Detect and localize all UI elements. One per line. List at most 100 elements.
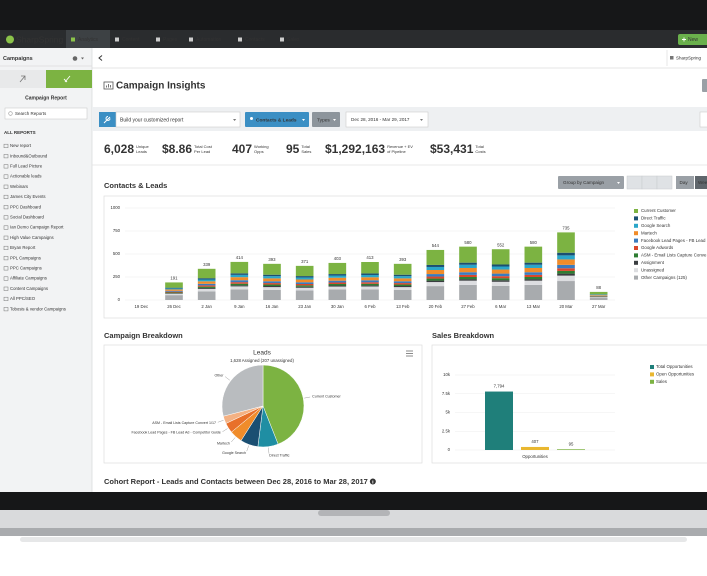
- top-bar: [92, 48, 707, 68]
- legend-label[interactable]: Total Opportunities: [656, 364, 693, 369]
- bar-segment: [524, 274, 543, 277]
- options-button: [699, 111, 707, 128]
- bar-segment: [393, 286, 412, 288]
- search-icon: [8, 111, 13, 116]
- report-link[interactable]: Affiliate Campaigns: [10, 276, 47, 281]
- report-link[interactable]: Inbound&Outbound: [10, 153, 48, 158]
- menu-icon[interactable]: [406, 350, 413, 357]
- bar-segment: [491, 264, 510, 267]
- bar-segment: [393, 287, 412, 290]
- gear-icon[interactable]: [72, 56, 78, 61]
- day-button[interactable]: [676, 176, 694, 189]
- leader-line: [224, 376, 230, 381]
- report-icon: [3, 154, 9, 159]
- legend-label[interactable]: Martech: [641, 230, 657, 235]
- list-heading: ALL REPORTS: [4, 130, 36, 135]
- bar-segment: [295, 277, 314, 280]
- nav-tab[interactable]: Sales: [287, 37, 300, 43]
- leader-line: [304, 396, 311, 399]
- bar: [521, 446, 549, 450]
- report-link[interactable]: PPC Dashboard: [10, 204, 42, 209]
- report-link[interactable]: Actionable leads: [10, 174, 42, 179]
- bar-segment: [230, 274, 249, 278]
- sidebar: [0, 48, 92, 492]
- back-chevron[interactable]: [98, 55, 103, 61]
- legend-label[interactable]: Other Campaigns (125): [641, 275, 687, 280]
- new-button[interactable]: [678, 34, 707, 45]
- page-title: Campaign Insights: [116, 81, 206, 92]
- bar-segment: [524, 272, 543, 275]
- nav-tab[interactable]: Analytics: [78, 37, 99, 43]
- bar-segment: [426, 270, 445, 275]
- bar-segment: [426, 286, 445, 300]
- legend-label[interactable]: Current Customer: [641, 208, 676, 213]
- bar-segment: [524, 264, 543, 268]
- bar-segment: [557, 273, 575, 276]
- legend-label[interactable]: Assignment: [641, 260, 665, 265]
- date-range[interactable]: [345, 111, 429, 128]
- types-button[interactable]: [312, 112, 340, 127]
- bar-segment: [230, 285, 249, 287]
- report-link[interactable]: Tobosis & vendor Campaigns: [10, 306, 66, 311]
- slice-label: Facebook Lead Pages - FB Lead Ad - Compe…: [131, 431, 220, 435]
- legend-label[interactable]: Google Adwords: [641, 245, 674, 250]
- bar-segment: [165, 282, 183, 288]
- chart-type-button[interactable]: [626, 175, 643, 190]
- legend-label[interactable]: Open Opportunities: [656, 372, 695, 377]
- report-input[interactable]: [115, 111, 241, 128]
- search-box[interactable]: [4, 107, 88, 120]
- report-link[interactable]: Ian Demo Campaign Report: [10, 225, 64, 230]
- week-button[interactable]: [695, 176, 707, 189]
- y-tick-label: 500: [113, 251, 121, 256]
- bar-segment: [263, 278, 281, 282]
- bar-segment: [328, 280, 347, 283]
- report-link[interactable]: Content Campaigns: [10, 286, 48, 291]
- kpi-label: Revenue + EV: [387, 144, 413, 149]
- chart-type-button[interactable]: [656, 175, 673, 190]
- total-label: 191: [170, 276, 178, 281]
- title-button: [702, 79, 707, 92]
- bar-segment: [197, 288, 216, 292]
- chart-type-button[interactable]: [641, 175, 658, 190]
- report-link[interactable]: PPC Campaigns: [10, 266, 42, 271]
- report-link[interactable]: All PPC/SEO: [10, 296, 36, 301]
- new-button-label[interactable]: New: [688, 37, 698, 43]
- value-label: 7,794: [494, 384, 505, 389]
- bar-segment: [230, 280, 249, 283]
- legend-label[interactable]: Unassigned: [641, 267, 665, 272]
- nav-tab[interactable]: Pages: [163, 37, 178, 43]
- sidebar-tab-active[interactable]: [46, 70, 92, 88]
- legend-label[interactable]: Direct Traffic: [641, 216, 666, 221]
- bar-segment: [263, 276, 281, 279]
- group-button[interactable]: [558, 176, 624, 189]
- total-label: 580: [464, 240, 472, 245]
- report-link[interactable]: Bryan Report: [10, 245, 36, 250]
- bar-segment: [459, 267, 477, 273]
- filter-button[interactable]: [245, 112, 309, 127]
- report-icon: [3, 235, 9, 240]
- report-link[interactable]: Social Dashboard: [10, 215, 45, 220]
- report-link[interactable]: James City Events: [10, 194, 46, 199]
- report-link[interactable]: New report: [10, 143, 32, 148]
- legend-label[interactable]: Google Search: [641, 223, 671, 228]
- report-link[interactable]: PPL Campaigns: [10, 255, 41, 260]
- legend-swatch: [650, 372, 654, 377]
- nav-tab[interactable]: Automation: [196, 37, 222, 43]
- nav-tab[interactable]: Contacts: [245, 37, 265, 43]
- slice-label: Google Search: [222, 451, 246, 455]
- types-label: Types: [317, 117, 330, 123]
- legend-label[interactable]: ASM - Email Lists Capture Conve: [641, 253, 707, 258]
- bar-segment: [524, 277, 543, 280]
- legend-label[interactable]: Sales: [656, 379, 668, 384]
- legend-label[interactable]: Facebook Lead Pages - FB Lead: [641, 238, 706, 243]
- sidebar-section: Campaigns: [3, 56, 33, 62]
- total-label: 580: [530, 240, 538, 245]
- report-link[interactable]: Full Lead Picture: [10, 164, 43, 169]
- report-link[interactable]: Webinars: [10, 184, 28, 189]
- x-tick-label: 6 Mar: [495, 304, 507, 309]
- bar-segment: [393, 278, 412, 282]
- bar-segment: [491, 278, 510, 281]
- report-link[interactable]: High Value Campaigns: [10, 235, 54, 240]
- nav-tab[interactable]: Content: [122, 37, 140, 43]
